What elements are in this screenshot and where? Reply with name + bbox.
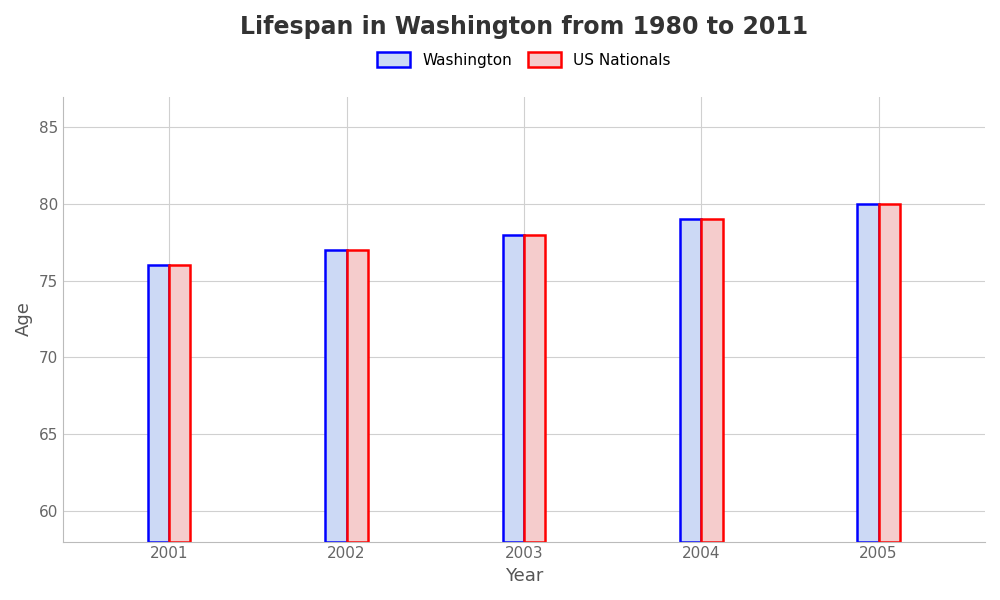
Bar xyxy=(524,235,545,542)
Bar xyxy=(879,204,900,542)
Bar xyxy=(857,204,879,542)
Bar xyxy=(325,250,347,542)
Bar xyxy=(503,235,524,542)
Bar xyxy=(680,219,701,542)
Bar xyxy=(347,250,368,542)
Bar xyxy=(169,265,190,542)
Title: Lifespan in Washington from 1980 to 2011: Lifespan in Washington from 1980 to 2011 xyxy=(240,15,808,39)
Bar xyxy=(701,219,723,542)
X-axis label: Year: Year xyxy=(505,567,543,585)
Legend: Washington, US Nationals: Washington, US Nationals xyxy=(371,46,677,74)
Bar xyxy=(148,265,169,542)
Y-axis label: Age: Age xyxy=(15,302,33,337)
